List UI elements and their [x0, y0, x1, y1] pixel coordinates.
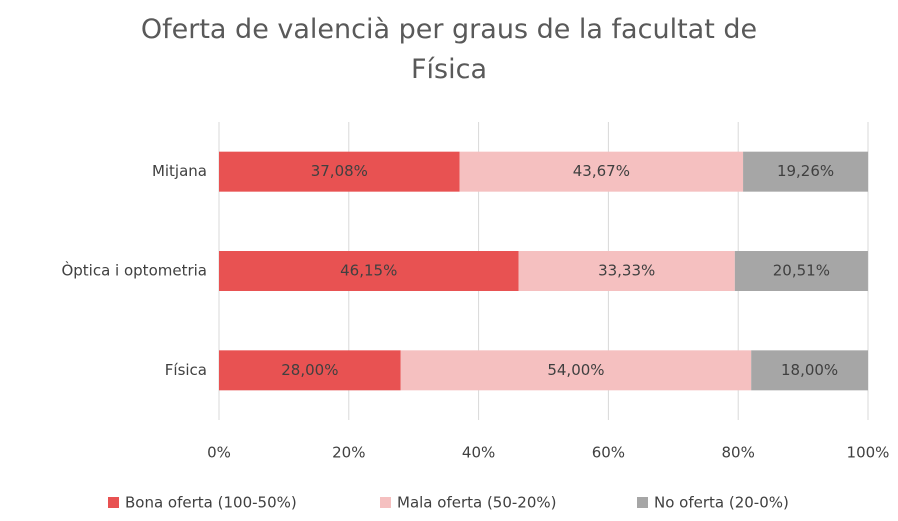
x-tick-label: 100% — [847, 444, 890, 462]
data-label: 37,08% — [311, 162, 368, 180]
y-tick-label: Física — [165, 361, 207, 379]
legend-label: Mala oferta (50-20%) — [397, 494, 557, 512]
x-tick-label: 20% — [332, 444, 365, 462]
legend-label: No oferta (20-0%) — [654, 494, 789, 512]
y-tick-label: Mitjana — [152, 162, 207, 180]
bar-segment — [751, 350, 868, 391]
y-tick-label: Òptica i optometria — [61, 261, 207, 280]
legend-label: Bona oferta (100-50%) — [125, 494, 297, 512]
x-tick-label: 80% — [722, 444, 755, 462]
x-tick-label: 40% — [462, 444, 495, 462]
bar-segment — [219, 350, 401, 391]
chart-title: Oferta de valencià per graus de la facul… — [140, 14, 758, 85]
bar-segment — [518, 251, 735, 291]
x-tick-label: 60% — [592, 444, 625, 462]
data-label: 18,00% — [781, 361, 838, 379]
data-label: 54,00% — [547, 361, 604, 379]
data-label: 43,67% — [573, 162, 630, 180]
bar-segment — [459, 151, 744, 192]
data-label: 20,51% — [773, 262, 830, 280]
x-tick-label: 0% — [207, 444, 231, 462]
legend-swatch — [637, 497, 648, 508]
bar-segment — [219, 151, 460, 192]
data-label: 33,33% — [598, 262, 655, 280]
bar-segment — [743, 151, 869, 192]
data-label: 46,15% — [340, 262, 397, 280]
bar-segment — [734, 251, 868, 291]
legend-swatch — [380, 497, 391, 508]
bar-segment — [400, 350, 752, 391]
bar-segment — [219, 251, 519, 291]
legend-swatch — [108, 497, 119, 508]
data-label: 28,00% — [281, 361, 338, 379]
data-label: 19,26% — [777, 162, 834, 180]
